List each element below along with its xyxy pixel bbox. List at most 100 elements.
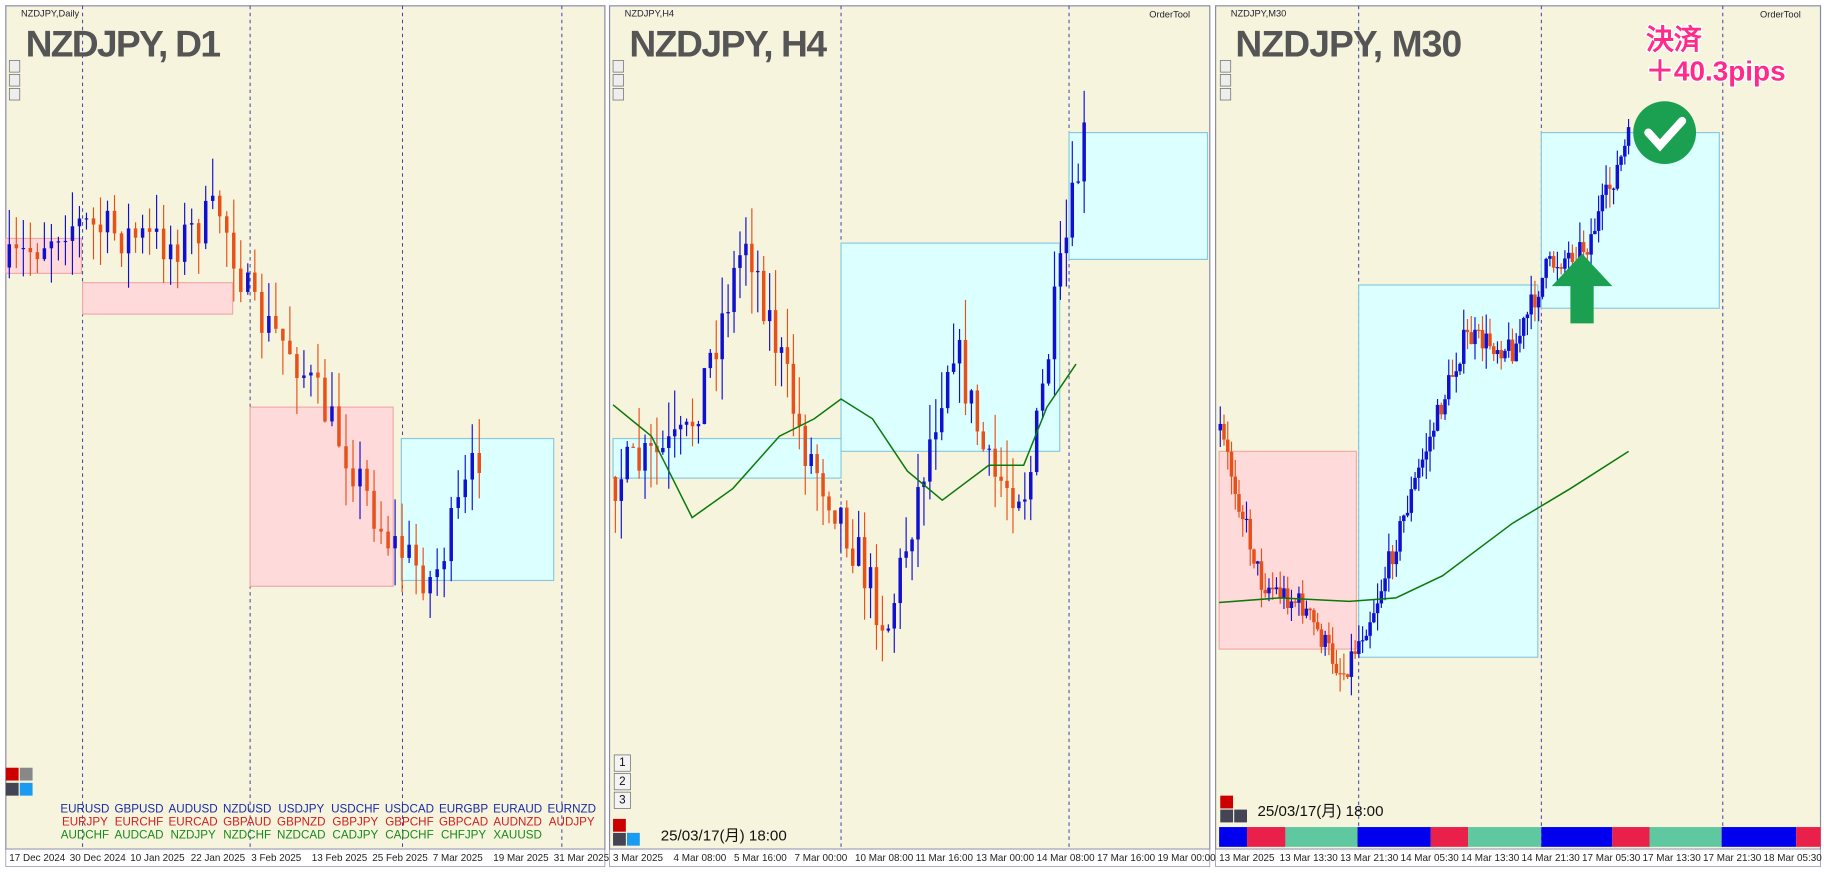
candle <box>1304 608 1309 616</box>
candle <box>690 421 695 427</box>
scroll-button[interactable] <box>1219 74 1232 87</box>
symbol-link[interactable]: CADJPY <box>332 828 378 841</box>
candle <box>1503 350 1507 359</box>
symbol-link[interactable]: GBPCHF <box>385 815 433 828</box>
candle <box>77 218 82 227</box>
symbol-link[interactable]: EURGBP <box>439 803 488 816</box>
symbol-link[interactable]: AUDUSD <box>169 803 218 816</box>
scroll-button[interactable] <box>612 60 624 73</box>
tool-button[interactable] <box>1220 795 1234 809</box>
date-label: 13 Mar 13:30 <box>1280 853 1339 864</box>
candle <box>1398 521 1402 552</box>
number-button-label[interactable]: 2 <box>619 775 625 788</box>
candle <box>1323 634 1327 647</box>
tool-button[interactable] <box>5 782 19 796</box>
order-tool[interactable]: OrderTool <box>1760 10 1801 20</box>
symbol-link[interactable]: USDJPY <box>278 803 324 816</box>
candle <box>678 424 683 430</box>
candle <box>1259 561 1264 590</box>
symbol-link[interactable]: EURCAD <box>169 815 218 828</box>
candle <box>791 363 796 414</box>
symbol-link[interactable]: USDCAD <box>385 803 434 816</box>
number-button[interactable] <box>613 754 631 772</box>
symbol-link[interactable]: EURAUD <box>493 803 542 816</box>
candle <box>975 390 980 432</box>
tool-button[interactable] <box>1220 809 1234 823</box>
candle <box>428 577 432 594</box>
candle <box>1462 329 1466 364</box>
symbol-link[interactable]: CHFJPY <box>441 828 486 841</box>
scroll-button[interactable] <box>8 60 21 73</box>
scroll-button[interactable] <box>1219 88 1232 101</box>
candle <box>655 445 659 453</box>
symbol-link[interactable]: EURJPY <box>62 815 108 828</box>
date-label: 14 Mar 08:00 <box>1036 853 1095 864</box>
number-button-label[interactable]: 1 <box>619 756 625 769</box>
number-button[interactable] <box>613 791 631 809</box>
tool-button[interactable] <box>19 767 33 781</box>
symbol-link[interactable]: AUDNZD <box>493 815 541 828</box>
candle <box>330 406 334 422</box>
panel-header: NZDJPY,Daily <box>21 8 80 18</box>
candle <box>274 315 278 329</box>
symbol-link[interactable]: EURUSD <box>60 803 109 816</box>
number-button-label[interactable]: 3 <box>619 793 625 806</box>
symbol-link[interactable]: XAUUSD <box>493 828 541 841</box>
candle <box>456 497 460 508</box>
symbol-link[interactable]: NZDCHF <box>223 828 271 841</box>
candle <box>1443 399 1447 415</box>
candle <box>761 270 766 322</box>
tool-button[interactable] <box>1234 809 1248 823</box>
timestamp: 25/03/17(月) 18:00 <box>1257 803 1383 820</box>
tool-button[interactable] <box>19 782 33 796</box>
candle <box>892 603 897 629</box>
symbol-link[interactable]: GBPCAD <box>439 815 488 828</box>
symbol-link[interactable]: NZDCAD <box>277 828 325 841</box>
candle <box>1387 551 1391 579</box>
symbol-link[interactable]: CADCHF <box>385 828 433 841</box>
symbol-link[interactable]: NZDUSD <box>223 803 271 816</box>
candle <box>987 448 991 450</box>
panel-title: NZDJPY, D1 <box>26 22 221 64</box>
candle <box>1058 253 1063 287</box>
date-label: 25 Feb 2025 <box>372 853 428 864</box>
candle <box>1278 587 1282 598</box>
range-box <box>1068 132 1209 260</box>
order-tool[interactable]: OrderTool <box>1149 10 1190 20</box>
symbol-link[interactable]: NZDJPY <box>170 828 215 841</box>
number-button[interactable] <box>613 773 631 791</box>
candle <box>42 248 47 260</box>
scroll-button[interactable] <box>8 88 21 101</box>
symbol-link[interactable]: AUDCAD <box>114 828 163 841</box>
symbol-link[interactable]: AUDCHF <box>61 828 109 841</box>
symbol-link[interactable]: AUDJPY <box>549 815 595 828</box>
symbol-link[interactable]: EURNZD <box>548 803 596 816</box>
symbol-link[interactable]: EURCHF <box>115 815 163 828</box>
candle <box>1319 629 1324 647</box>
candle <box>309 372 313 376</box>
symbol-link[interactable]: USDCHF <box>331 803 379 816</box>
tool-button[interactable] <box>613 832 626 846</box>
candle <box>720 313 724 360</box>
candle <box>288 340 292 355</box>
symbol-link[interactable]: GBPUSD <box>114 803 163 816</box>
symbol-link[interactable]: GBPNZD <box>277 815 325 828</box>
tool-button[interactable] <box>627 832 640 846</box>
candle <box>868 567 873 589</box>
signal-segment <box>1247 827 1286 847</box>
candle <box>1383 578 1387 592</box>
check-mark <box>1644 116 1687 152</box>
scroll-button[interactable] <box>612 88 624 101</box>
scroll-button[interactable] <box>8 74 21 87</box>
scroll-button[interactable] <box>612 74 624 87</box>
candle <box>1312 610 1316 623</box>
symbol-link[interactable]: GBPJPY <box>332 815 378 828</box>
candle <box>358 468 362 487</box>
candle <box>951 363 956 372</box>
tool-button[interactable] <box>5 767 19 781</box>
scroll-button[interactable] <box>1219 60 1232 73</box>
candle <box>993 448 997 477</box>
tool-button[interactable] <box>613 818 626 832</box>
candle <box>112 210 117 234</box>
symbol-link[interactable]: GBPAUD <box>223 815 271 828</box>
